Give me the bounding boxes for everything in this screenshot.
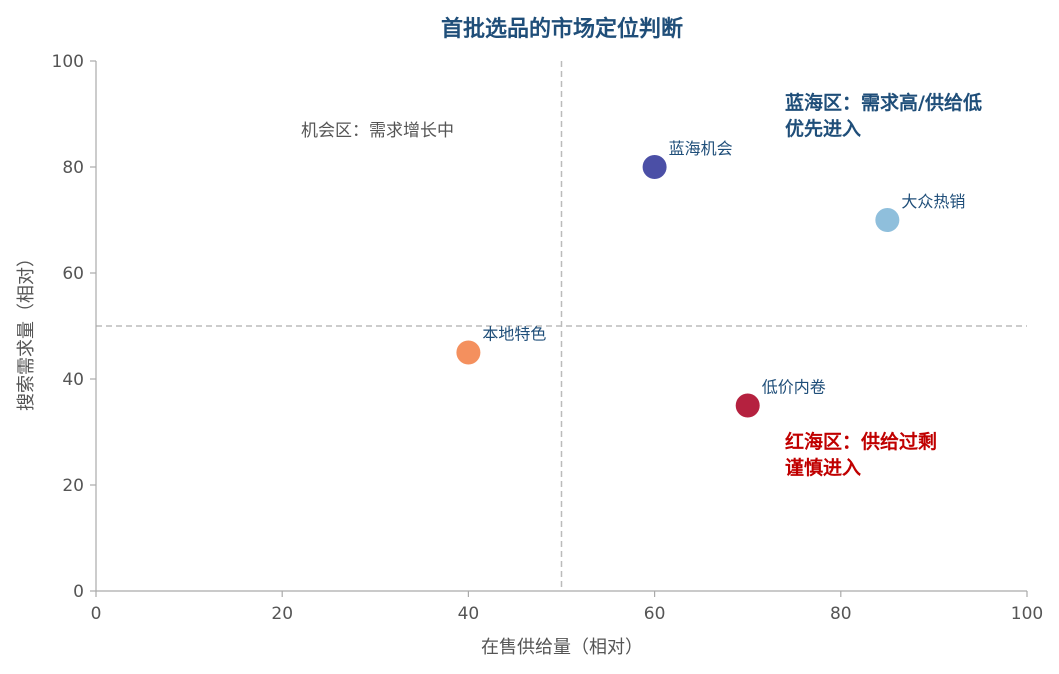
blue-ocean-zone-label: 蓝海区：需求高/供给低 (785, 91, 982, 114)
data-point-label: 低价内卷 (762, 378, 826, 397)
data-point-label: 本地特色 (482, 325, 546, 344)
data-point (456, 340, 481, 365)
x-tick-label: 40 (458, 604, 480, 624)
y-tick-label: 20 (62, 476, 84, 496)
data-point (875, 208, 900, 232)
y-tick-label: 0 (73, 582, 84, 602)
y-tick-label: 100 (52, 52, 84, 72)
blue-ocean-zone-sublabel: 优先进入 (785, 117, 861, 140)
x-tick-label: 0 (91, 604, 102, 624)
y-tick-label: 80 (62, 158, 84, 178)
chart-title: 首批选品的市场定位判断 (441, 16, 683, 42)
data-points (456, 155, 900, 418)
data-point (735, 393, 760, 418)
data-point-label: 大众热销 (901, 192, 965, 211)
y-tick-label: 60 (62, 264, 84, 284)
opportunity-zone-label: 机会区：需求增长中 (301, 121, 454, 141)
data-point (642, 155, 667, 179)
x-axis-ticks: 0 20 40 60 80 100 (91, 591, 1043, 624)
data-point-label: 蓝海机会 (669, 139, 733, 158)
x-tick-label: 60 (644, 604, 666, 624)
red-ocean-zone-sublabel: 谨慎进入 (785, 456, 861, 479)
x-tick-label: 80 (830, 604, 852, 624)
y-axis-title: 搜索需求量（相对） (16, 249, 37, 411)
reference-lines (96, 61, 1027, 591)
y-tick-label: 40 (62, 370, 84, 390)
axes (95, 61, 1027, 592)
x-tick-label: 20 (271, 604, 293, 624)
x-tick-label: 100 (1011, 604, 1043, 624)
x-axis-title: 在售供给量（相对） (481, 637, 643, 658)
zone-annotations: 机会区：需求增长中 蓝海区：需求高/供给低 优先进入 红海区：供给过剩 谨慎进入 (301, 91, 982, 479)
red-ocean-zone-label: 红海区：供给过剩 (785, 430, 937, 453)
y-axis-ticks: 0 20 40 60 80 100 (52, 52, 96, 602)
